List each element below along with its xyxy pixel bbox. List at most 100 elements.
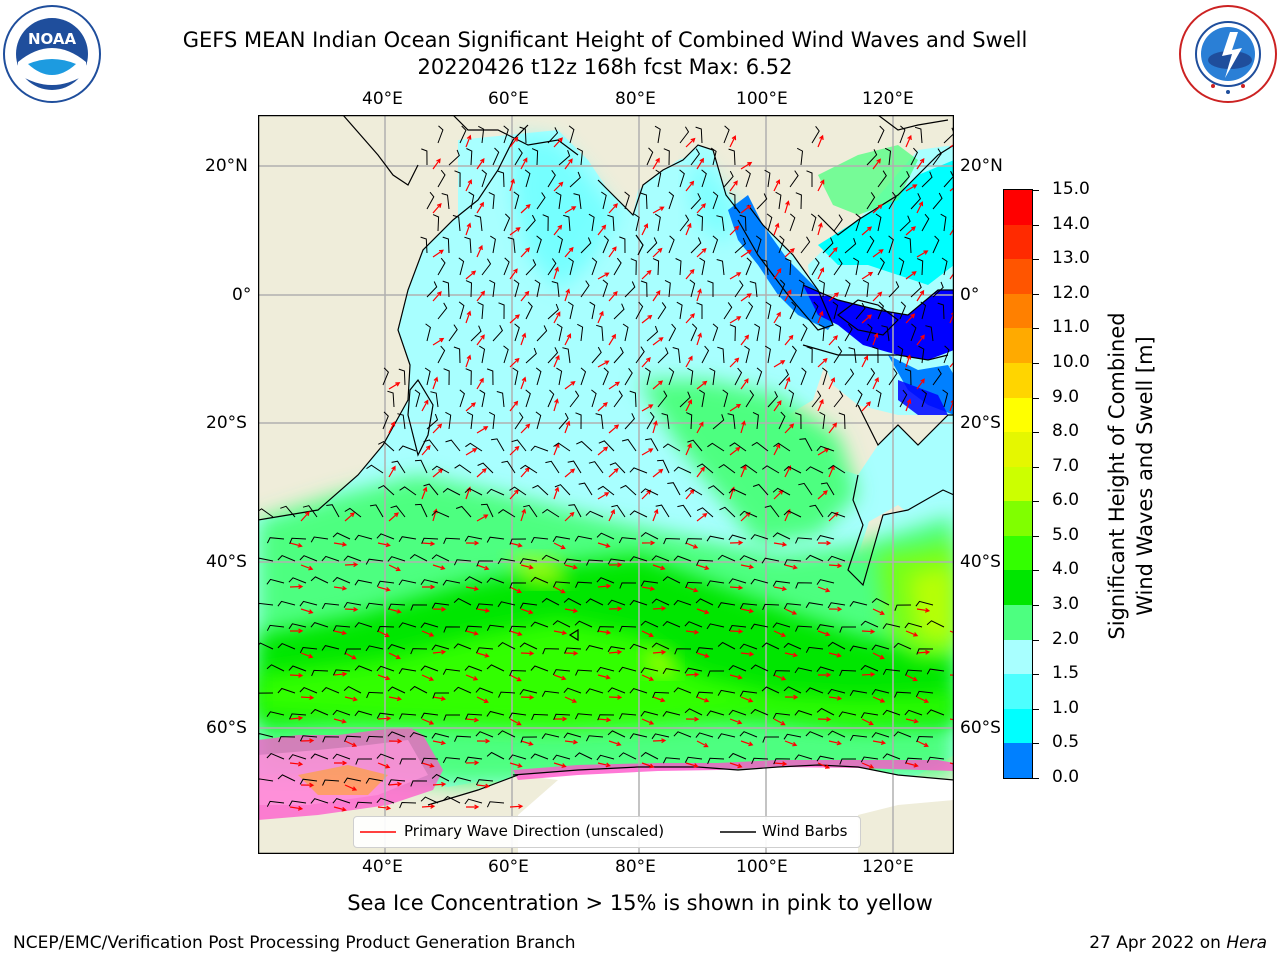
wind-barb xyxy=(805,731,824,738)
wind-barb xyxy=(552,581,571,588)
wave-direction-arrow xyxy=(641,357,651,368)
wind-barb xyxy=(646,237,658,254)
wave-direction-arrow xyxy=(432,781,447,787)
wind-barb xyxy=(552,754,571,761)
wave-direction-arrow xyxy=(421,718,435,725)
wind-barb xyxy=(277,600,296,607)
wind-barb xyxy=(827,641,846,650)
wind-barb xyxy=(712,191,719,210)
wind-barb xyxy=(453,643,472,650)
wind-barb xyxy=(366,691,384,699)
wind-barb xyxy=(799,438,813,452)
wave-direction-arrow xyxy=(476,334,485,346)
wind-barb xyxy=(369,504,384,518)
wind-barb xyxy=(607,214,615,232)
wind-barb xyxy=(552,669,571,676)
wind-barb xyxy=(591,389,597,408)
wave-direction-arrow xyxy=(608,740,622,747)
wind-barb xyxy=(399,486,417,496)
wind-barb xyxy=(921,213,930,232)
wind-barb xyxy=(827,511,846,518)
wind-barb xyxy=(322,779,340,786)
wave-direction-arrow xyxy=(916,201,924,214)
wind-barb xyxy=(547,389,555,408)
wind-barb xyxy=(710,147,717,166)
wind-barb xyxy=(888,281,900,298)
wind-barb xyxy=(827,730,846,738)
wind-barb xyxy=(425,323,431,342)
colorbar-segment xyxy=(1004,224,1032,260)
wind-barb xyxy=(442,579,461,586)
wave-direction-arrow xyxy=(597,492,610,500)
wave-direction-legend-line xyxy=(360,831,396,833)
wind-barb xyxy=(672,347,681,364)
wave-direction-arrow xyxy=(432,202,442,214)
wind-barb xyxy=(465,280,473,298)
wind-barb xyxy=(479,345,486,364)
wind-barb xyxy=(618,666,637,673)
wave-direction-arrow xyxy=(597,360,610,368)
colorbar-tick-mark xyxy=(1033,570,1039,572)
wave-direction-legend-label: Primary Wave Direction (unscaled) xyxy=(404,822,665,840)
wave-direction-arrow xyxy=(696,332,702,346)
wind-barb xyxy=(531,713,549,721)
colorbar-tick-label: 6.0 xyxy=(1052,490,1080,511)
wave-direction-arrow xyxy=(333,718,347,724)
wind-barb xyxy=(920,301,927,320)
wind-barb xyxy=(882,709,901,716)
wave-direction-arrow xyxy=(817,179,825,192)
wave-direction-arrow xyxy=(553,630,568,636)
wave-direction-arrow xyxy=(509,136,519,148)
wind-barb xyxy=(607,687,626,694)
wind-barb xyxy=(585,688,604,694)
wind-barb xyxy=(828,464,846,474)
wave-direction-arrow xyxy=(344,562,359,568)
wind-barb xyxy=(894,691,912,698)
wind-barb xyxy=(690,148,701,166)
wind-barb xyxy=(426,281,438,298)
wind-barb xyxy=(662,576,681,584)
wave-direction-arrow xyxy=(740,511,751,522)
wind-barb xyxy=(699,389,705,408)
wave-direction-arrow xyxy=(388,696,403,702)
wave-direction-arrow xyxy=(828,606,843,612)
wave-direction-arrow xyxy=(520,508,527,522)
graticule xyxy=(258,115,954,854)
wave-direction-arrow xyxy=(476,290,486,302)
wind-barb xyxy=(479,389,486,408)
wind-barb xyxy=(860,756,879,763)
wind-barb xyxy=(739,603,758,610)
wind-barb xyxy=(496,391,505,408)
wind-barb xyxy=(551,281,560,298)
wind-barb xyxy=(839,669,857,677)
wave-direction-arrow xyxy=(476,201,484,214)
wave-direction-arrow xyxy=(465,760,480,766)
wind-barb xyxy=(586,559,604,566)
wind-barb xyxy=(465,713,483,720)
wind-barb xyxy=(755,235,762,254)
wave-direction-arrow xyxy=(905,313,916,324)
wind-barb xyxy=(872,346,879,364)
wave-direction-arrow xyxy=(652,605,667,611)
colorbar-tick-mark xyxy=(1033,293,1039,295)
wind-barb xyxy=(558,150,571,166)
footer-host: Hera xyxy=(1226,933,1267,953)
wind-barb xyxy=(445,411,452,430)
wave-direction-arrow xyxy=(949,186,954,192)
wave-direction-arrow xyxy=(465,630,479,636)
wave-direction-arrow xyxy=(476,377,484,390)
wind-barb xyxy=(569,171,581,188)
wave-direction-arrow xyxy=(773,541,788,547)
wind-barb xyxy=(706,580,725,587)
wave-direction-arrow xyxy=(465,586,480,591)
wind-barb xyxy=(640,280,648,298)
wind-barb xyxy=(475,779,494,786)
wave-direction-arrow xyxy=(641,762,655,769)
wind-barb xyxy=(480,503,494,518)
wind-barb xyxy=(535,411,542,430)
wind-barb xyxy=(745,390,755,408)
wind-barb xyxy=(717,346,725,364)
wind-barb xyxy=(684,487,703,496)
wind-barb xyxy=(739,510,758,518)
wind-barb xyxy=(646,411,655,430)
